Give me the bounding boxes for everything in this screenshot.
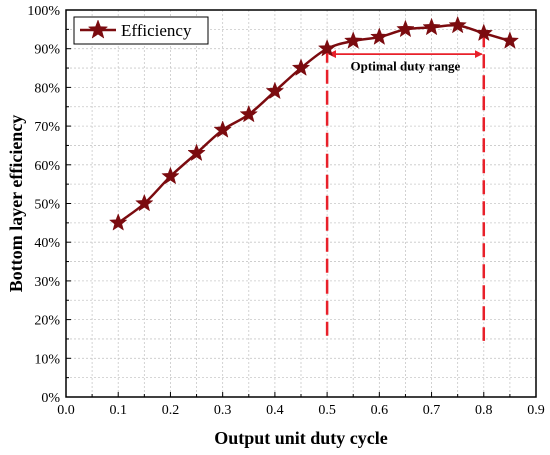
legend: Efficiency [73, 16, 209, 45]
y-axis-label: Bottom layer efficiency [6, 115, 26, 293]
x-tick-label: 0.8 [475, 403, 493, 418]
x-axis-label: Output unit duty cycle [214, 428, 388, 448]
data-point-star [343, 31, 363, 49]
x-tick-label: 0.0 [57, 403, 75, 418]
data-point-star [291, 58, 311, 76]
y-tick-label: 80% [34, 81, 60, 96]
y-tick-label: 60% [34, 159, 60, 174]
data-point-star [317, 38, 337, 57]
data-point-star [448, 15, 467, 34]
data-point-star [213, 120, 232, 138]
data-point-star [265, 81, 285, 100]
series-line-efficiency [117, 24, 511, 224]
x-tick-label: 0.9 [527, 403, 545, 418]
data-point-star [396, 19, 415, 38]
data-point-star [239, 104, 259, 123]
y-tick-label: 50% [34, 198, 60, 213]
x-tick-label: 0.5 [318, 403, 336, 418]
y-tick-label: 40% [34, 236, 60, 251]
x-tick-label: 0.2 [162, 403, 180, 418]
axes: 0.0 0.1 0.2 0.3 0.4 0.5 0.6 0.7 0.8 0.9 0% 10% 20% 30… [27, 4, 544, 418]
data-point-star [422, 17, 441, 36]
data-point-star [108, 213, 128, 231]
y-tick-label: 0% [41, 391, 60, 406]
y-tick-label: 100% [27, 4, 60, 19]
data-point-star [135, 193, 154, 212]
y-tick-label: 30% [34, 275, 60, 290]
x-tick-label: 0.6 [371, 403, 389, 418]
x-tick-label: 0.1 [109, 403, 127, 418]
legend-star-icon [87, 19, 109, 39]
data-point-star [500, 31, 520, 49]
y-tick-label: 70% [34, 120, 60, 135]
data-point-star [370, 27, 389, 45]
range-label: Optimal duty range [351, 58, 461, 73]
legend-label: Efficiency [121, 21, 192, 40]
data-point-star [187, 143, 206, 162]
series-layer [108, 15, 520, 231]
data-point-star [161, 166, 180, 185]
data-point-star [474, 23, 494, 42]
y-tick-label: 10% [34, 352, 60, 367]
x-tick-label: 0.3 [214, 403, 232, 418]
y-tick-label: 90% [34, 43, 60, 58]
y-tick-label: 20% [34, 314, 60, 329]
x-tick-label: 0.7 [423, 403, 441, 418]
x-tick-label: 0.4 [266, 403, 284, 418]
optimal-range-annotation: Optimal duty range [325, 33, 486, 341]
